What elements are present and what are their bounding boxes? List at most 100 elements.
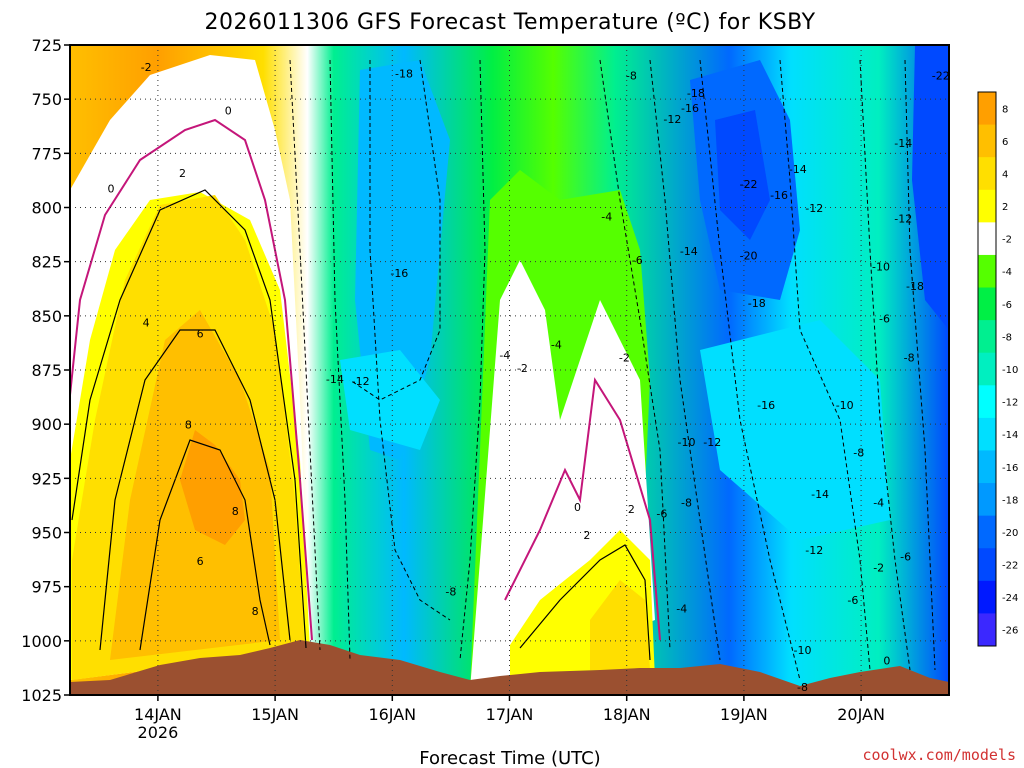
contour-label: -12 <box>703 436 721 449</box>
contour-label: -12 <box>805 544 823 557</box>
contour-label: -6 <box>632 254 643 267</box>
contour-label: -14 <box>894 137 912 150</box>
contour-label: -12 <box>352 375 370 388</box>
x-tick-label: 19JAN <box>720 705 768 724</box>
contour-label: -12 <box>663 113 681 126</box>
contour-label: -6 <box>656 507 667 520</box>
contour-label: 2 <box>583 529 590 542</box>
contour-label: -8 <box>626 70 637 83</box>
contour-label: -6 <box>879 312 890 325</box>
contour-label: -8 <box>797 681 808 694</box>
contour-label: -10 <box>836 399 854 412</box>
contour-label: -18 <box>906 280 924 293</box>
colorbar-swatch <box>978 320 996 354</box>
contour-label: 0 <box>108 182 115 195</box>
warm-region-darkorange <box>180 430 245 545</box>
y-tick-label: 1000 <box>21 632 62 651</box>
credit-text: coolwx.com/models <box>862 746 1016 764</box>
contour-label: -4 <box>499 349 510 362</box>
isotherm-dashed <box>369 60 451 621</box>
isotherm-zero-line-2 <box>504 377 661 641</box>
colorbar-label: -8 <box>1002 332 1012 343</box>
contour-label: -10 <box>794 644 812 657</box>
colorbar-swatch <box>978 515 996 549</box>
x-axis-label: Forecast Time (UTC) <box>419 748 600 768</box>
colorbar-swatch <box>978 124 996 158</box>
contour-label: -6 <box>847 594 858 607</box>
colorbar-label: -12 <box>1002 398 1018 409</box>
x-tick-label: 17JAN <box>486 705 534 724</box>
colorbar-label: -24 <box>1002 593 1018 604</box>
contour-label: 8 <box>252 605 259 618</box>
y-tick-label: 1025 <box>21 686 62 705</box>
y-tick-label: 750 <box>31 90 62 109</box>
isotherm-dashed <box>904 59 936 671</box>
y-tick-label: 725 <box>31 36 62 55</box>
contour-label: -4 <box>676 603 687 616</box>
colorbar-label: -6 <box>1002 300 1012 311</box>
contour-label: -22 <box>740 178 758 191</box>
x-tick-label: 15JAN <box>251 705 299 724</box>
x-tick-label: 14JAN <box>134 705 182 724</box>
isotherm-dashed <box>329 59 351 661</box>
chart-title: 2026011306 GFS Forecast Temperature (ºC)… <box>204 10 815 35</box>
contour-label: -2 <box>873 562 884 575</box>
y-tick-label: 975 <box>31 578 62 597</box>
colorbar-label: -18 <box>1002 495 1018 506</box>
contour-label: -16 <box>390 267 408 280</box>
colorbar-swatch <box>978 92 996 126</box>
contour-label: 6 <box>197 328 204 341</box>
colorbar-label: -26 <box>1002 626 1018 637</box>
cold-region-late-cyan <box>700 320 890 540</box>
contour-label: 6 <box>197 555 204 568</box>
y-tick-label: 875 <box>31 361 62 380</box>
colorbar-swatch <box>978 450 996 484</box>
isotherm-dashed <box>779 59 871 671</box>
contour-label: 8 <box>185 419 192 432</box>
contour-label: -14 <box>326 373 344 386</box>
isotherm-dashed <box>859 59 911 671</box>
contour-label: -8 <box>853 447 864 460</box>
y-tick-label: 950 <box>31 524 62 543</box>
colorbar-swatch <box>978 287 996 321</box>
mild-region-gold <box>590 580 650 670</box>
x-tick-label: 18JAN <box>603 705 651 724</box>
contour-label: -10 <box>677 436 695 449</box>
colorbar-label: -22 <box>1002 561 1018 572</box>
y-axis: 725 750 775 800 825 850 875 900 925 950 975 1000 102… <box>21 36 70 705</box>
y-tick-label: 825 <box>31 253 62 272</box>
x-tick-label: 16JAN <box>368 705 416 724</box>
contour-label: -16 <box>757 399 775 412</box>
contour-label: 8 <box>232 505 239 518</box>
temperature-field <box>70 45 949 695</box>
contour-label: -8 <box>445 585 456 598</box>
colorbar-swatch <box>978 157 996 191</box>
cold-region-east <box>912 45 949 330</box>
terrain <box>70 640 949 695</box>
contour-label: -4 <box>601 211 612 224</box>
colorbar-label: 4 <box>1002 169 1008 180</box>
colorbar-swatch <box>978 613 996 647</box>
colorbar-label: -16 <box>1002 463 1018 474</box>
isotherm-line <box>99 329 291 651</box>
contour-label: 0 <box>225 104 232 117</box>
x-tick-label: 20JAN <box>837 705 885 724</box>
colorbar-frame <box>977 91 997 647</box>
colorbar-swatch <box>978 548 996 582</box>
contour-label: -14 <box>680 245 698 258</box>
contour-label: -2 <box>141 61 152 74</box>
colorbar-label: -10 <box>1002 365 1018 376</box>
isotherm-zero-line <box>69 118 313 641</box>
contour-label: -2 <box>619 351 630 364</box>
y-tick-label: 900 <box>31 415 62 434</box>
isotherm-dashed <box>459 59 486 661</box>
contour-label: -14 <box>811 488 829 501</box>
colorbar: 8 6 4 2 -2 -4 -6 -8 -10 -12 -14 -16 -18 -20 -22 -24 -26 <box>977 91 1018 647</box>
contour-label: -2 <box>517 362 528 375</box>
isotherm-line <box>519 544 651 661</box>
colorbar-swatch <box>978 352 996 386</box>
contour-label: 2 <box>628 503 635 516</box>
colorbar-label: 8 <box>1002 104 1008 115</box>
